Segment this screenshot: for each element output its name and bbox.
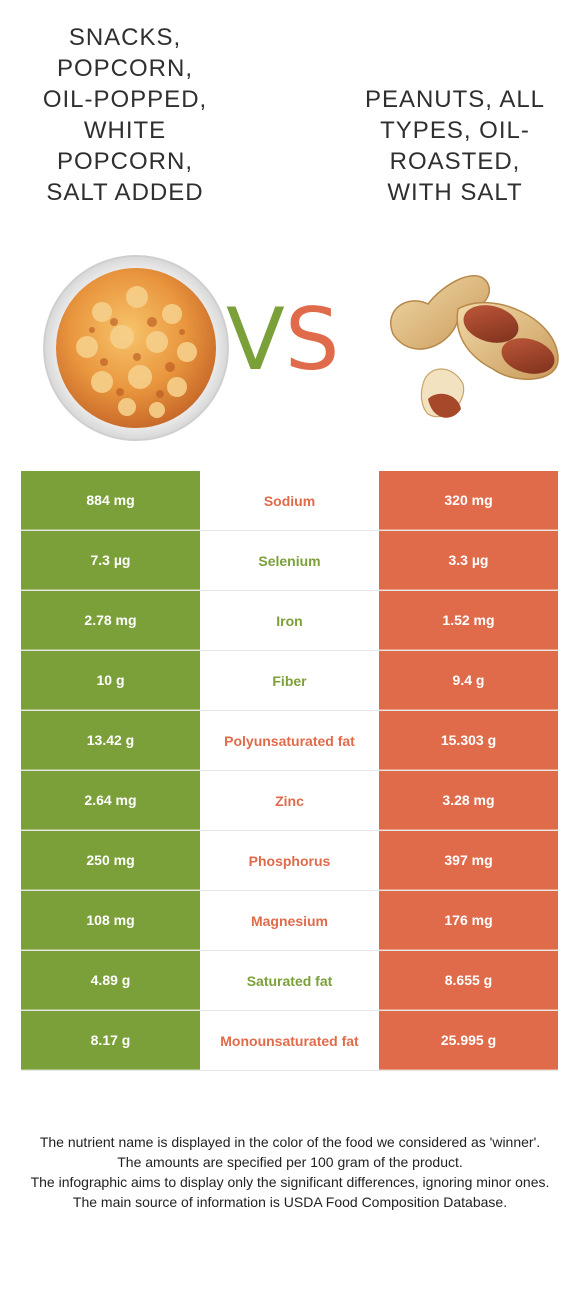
right-title-line: PEANUTS, ALL [364,86,546,113]
right-value: 176 mg [379,891,558,950]
table-row: 2.78 mg Iron 1.52 mg [21,591,558,651]
right-value: 8.655 g [379,951,558,1010]
table-row: 108 mg Magnesium 176 mg [21,891,558,951]
right-title-line: ROASTED, [389,148,521,175]
nutrient-name: Magnesium [200,891,379,950]
footnote: The nutrient name is displayed in the co… [30,1132,550,1212]
right-value: 9.4 g [379,651,558,710]
table-row: 884 mg Sodium 320 mg [21,471,558,531]
left-value: 108 mg [21,891,200,950]
nutrient-name: Phosphorus [200,831,379,890]
vs-s: S [284,290,340,390]
peanuts-icon [390,274,559,418]
right-value: 397 mg [379,831,558,890]
vs-label: VS [226,290,339,390]
nutrient-name: Fiber [200,651,379,710]
footnote-line: The infographic aims to display only the… [30,1174,550,1190]
nutrient-name: Iron [200,591,379,650]
left-value: 10 g [21,651,200,710]
right-value: 25.995 g [379,1011,558,1070]
table-row: 8.17 g Monounsaturated fat 25.995 g [21,1011,558,1071]
left-value: 13.42 g [21,711,200,770]
right-value: 15.303 g [379,711,558,770]
right-title-line: TYPES, OIL- [380,117,530,144]
left-title-line: SNACKS, [68,24,182,51]
right-value: 1.52 mg [379,591,558,650]
table-row: 13.42 g Polyunsaturated fat 15.303 g [21,711,558,771]
right-value: 320 mg [379,471,558,530]
footnote-line: The main source of information is USDA F… [72,1194,508,1210]
footnote-line: The nutrient name is displayed in the co… [39,1134,541,1150]
left-value: 4.89 g [21,951,200,1010]
table-row: 10 g Fiber 9.4 g [21,651,558,711]
right-title-line: WITH SALT [387,179,523,206]
right-value: 3.28 mg [379,771,558,830]
table-row: 250 mg Phosphorus 397 mg [21,831,558,891]
left-food-title: SNACKS, POPCORN, OIL-POPPED, WHITE POPCO… [15,22,235,208]
table-row: 4.89 g Saturated fat 8.655 g [21,951,558,1011]
nutrient-name: Sodium [200,471,379,530]
nutrient-name: Polyunsaturated fat [200,711,379,770]
left-value: 8.17 g [21,1011,200,1070]
left-title-line: POPCORN, [56,55,193,82]
left-value: 7.3 µg [21,531,200,590]
nutrient-name: Saturated fat [200,951,379,1010]
right-food-title: PEANUTS, ALL TYPES, OIL- ROASTED, WITH S… [345,84,565,208]
vs-v: V [226,290,285,390]
right-value: 3.3 µg [379,531,558,590]
table-row: 7.3 µg Selenium 3.3 µg [21,531,558,591]
table-row: 2.64 mg Zinc 3.28 mg [21,771,558,831]
left-value: 250 mg [21,831,200,890]
left-title-line: WHITE [83,117,167,144]
nutrient-name: Zinc [200,771,379,830]
left-value: 2.78 mg [21,591,200,650]
left-value: 2.64 mg [21,771,200,830]
left-value: 884 mg [21,471,200,530]
nutrient-name: Monounsaturated fat [200,1011,379,1070]
footnote-line: The amounts are specified per 100 gram o… [117,1154,463,1170]
left-title-line: SALT ADDED [46,179,204,206]
left-title-line: OIL-POPPED, [42,86,208,113]
left-title-line: POPCORN, [56,148,193,175]
nutrient-table: 884 mg Sodium 320 mg 7.3 µg Selenium 3.3… [21,471,558,1071]
nutrient-name: Selenium [200,531,379,590]
popcorn-bowl-icon [43,255,229,441]
